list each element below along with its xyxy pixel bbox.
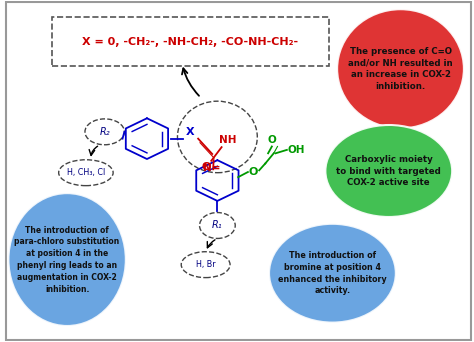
Text: R₁: R₁ [212,221,223,231]
Text: The introduction of
para-chloro substitution
at position 4 in the
phenyl ring le: The introduction of para-chloro substitu… [15,226,120,293]
Text: X = 0, -CH₂-, -NH-CH₂, -CO-NH-CH₂-: X = 0, -CH₂-, -NH-CH₂, -CO-NH-CH₂- [82,37,299,47]
Text: O: O [267,135,276,145]
Text: H, Br: H, Br [196,260,216,269]
Text: N=: N= [202,163,220,173]
Text: The presence of C=O
and/or NH resulted in
an increase in COX-2
inhibition.: The presence of C=O and/or NH resulted i… [348,47,453,91]
Ellipse shape [177,101,257,173]
Ellipse shape [9,193,126,326]
Ellipse shape [59,160,113,186]
Text: NH: NH [219,135,237,145]
Text: The introduction of
bromine at position 4
enhanced the inhibitory
activity.: The introduction of bromine at position … [278,251,387,295]
Ellipse shape [337,9,464,129]
Text: Carboxylic moiety
to bind with targeted
COX-2 active site: Carboxylic moiety to bind with targeted … [337,155,441,187]
Text: OH: OH [288,145,305,155]
Text: H, CH₃, Cl: H, CH₃, Cl [67,168,105,177]
Ellipse shape [269,224,396,323]
Ellipse shape [200,213,235,238]
FancyBboxPatch shape [52,17,329,66]
FancyBboxPatch shape [6,2,471,340]
Text: X: X [185,127,194,137]
Ellipse shape [181,252,230,278]
Ellipse shape [85,119,124,145]
Text: R₂: R₂ [100,127,110,137]
Ellipse shape [325,125,452,217]
Text: O: O [202,162,211,172]
Text: O: O [249,167,258,177]
